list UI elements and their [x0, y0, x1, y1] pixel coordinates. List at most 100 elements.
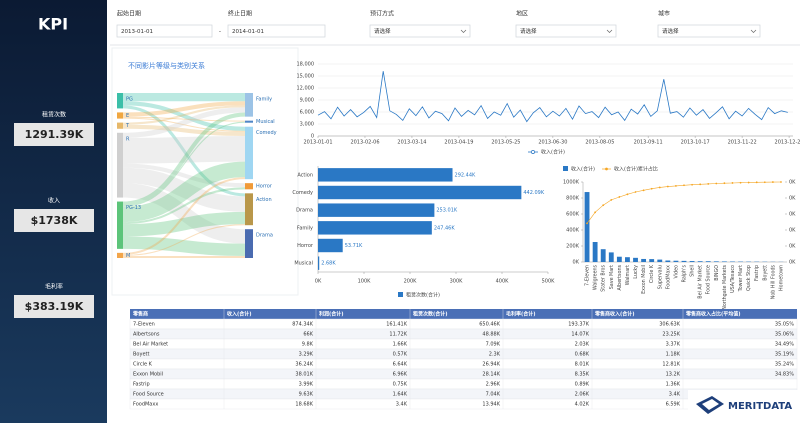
kpi-value: 1291.39K	[25, 128, 84, 141]
y2-tick-label: 0K	[789, 212, 796, 218]
data-label: 253.01K	[436, 208, 457, 214]
column-header: 收入(合计)	[227, 311, 252, 318]
table-row	[129, 378, 798, 390]
x-tick-label: Northgate Markets	[722, 265, 728, 310]
line-point	[715, 182, 718, 185]
sankey-link	[122, 121, 246, 207]
line-point	[658, 186, 661, 189]
line-point	[771, 181, 774, 183]
bar	[689, 261, 695, 262]
sankey-node-label: Drama	[256, 233, 273, 239]
x-tick-label: BINGO	[714, 265, 720, 281]
table-cell: 11.72K	[389, 332, 407, 338]
sankey-link	[122, 107, 246, 138]
x-tick-label: Exxon Mobil	[641, 265, 647, 294]
line-point	[626, 193, 629, 196]
column-header: 零售商	[133, 311, 148, 318]
table-cell: 0.75K	[393, 382, 408, 388]
table-cell: 650.46K	[479, 322, 500, 328]
x-tick-label: 2013-03-14	[397, 140, 426, 146]
bar	[608, 252, 614, 262]
sankey-link	[122, 187, 246, 225]
sankey-node-label: PG	[126, 97, 133, 103]
table-cell: Food Source	[133, 392, 164, 398]
filter-value: 请选择	[374, 27, 391, 35]
y2-tick-label: 0K	[789, 228, 796, 234]
y-tick-label: 0	[311, 134, 314, 140]
line-point	[691, 183, 693, 186]
filter-label: 地区	[516, 10, 528, 18]
y-tick-label: 9,000	[300, 98, 314, 104]
filter-value: 2013-01-01	[121, 29, 153, 35]
table-cell: 7.09K	[486, 342, 501, 348]
sankey-node	[117, 122, 123, 129]
x-tick-label: 2013-05-25	[491, 140, 520, 146]
y-tick-label: 18,000	[297, 62, 315, 68]
sankey-node	[245, 126, 253, 180]
y-tick-label: 15,000	[297, 74, 315, 80]
sankey-link	[122, 163, 246, 188]
x-tick-label: FoodMaxx	[665, 265, 671, 289]
line-point	[594, 211, 597, 214]
data-label: 247.46K	[434, 225, 455, 231]
filter-separator: -	[219, 28, 221, 35]
legend-label: 收入(合计)	[541, 149, 565, 156]
x-tick-label: Supervalu	[657, 265, 663, 289]
y-tick-label: 400K	[566, 228, 580, 234]
table-cell: 35.19%	[775, 352, 794, 358]
sankey-panel	[111, 47, 299, 296]
y-tick-label: 800K	[566, 196, 580, 202]
kpi-label: 毛利率	[45, 283, 63, 291]
line-point	[755, 181, 758, 184]
x-tick-label: Boyett	[762, 265, 768, 281]
table-cell: 23.25K	[662, 332, 680, 338]
kpi-value: $383.19K	[25, 300, 84, 313]
table-cell: 874.34K	[292, 322, 313, 328]
bar	[625, 257, 630, 262]
sankey-link	[122, 124, 246, 136]
bar	[681, 260, 687, 262]
column-header: 租赁次数(合计)	[412, 311, 448, 318]
filter-value: 请选择	[520, 27, 537, 35]
sankey-node	[117, 252, 123, 258]
x-tick-label: Shell	[690, 265, 696, 277]
sankey-link	[122, 183, 246, 244]
table-cell: 4.02K	[575, 402, 590, 408]
table-cell: 12.81K	[662, 362, 680, 368]
table-row	[129, 328, 798, 340]
sankey-node-label: PG-13	[126, 205, 141, 211]
data-label: 442.09K	[523, 190, 544, 196]
line-point	[666, 185, 669, 188]
y-tick-label: 3,000	[300, 122, 314, 128]
table-cell: 35.24%	[775, 362, 794, 368]
bar	[616, 256, 622, 262]
table-cell: 34.83%	[775, 372, 794, 378]
bar	[633, 257, 638, 262]
dropdown-arrow	[750, 29, 757, 33]
line-point	[739, 181, 742, 184]
table-cell: 3.4K	[396, 402, 408, 408]
dropdown-arrow	[606, 29, 613, 33]
y2-tick-label: 0K	[789, 196, 796, 202]
sankey-node-label: Action	[256, 197, 272, 203]
table-cell: 34.49%	[775, 342, 794, 348]
line-point	[723, 182, 726, 185]
x-tick-label: Quick Stop	[746, 265, 752, 291]
x-tick-label: 400K	[496, 279, 510, 285]
line-point	[780, 181, 782, 183]
sankey-node	[117, 93, 123, 109]
x-tick-label: Tower Mart	[738, 265, 744, 292]
y-tick-label: 1000K	[563, 180, 580, 186]
sankey-node-label: Comedy	[256, 130, 277, 136]
y-tick-label: Musical	[294, 261, 313, 267]
table-cell: 36.24K	[295, 362, 313, 368]
sankey-title: 不同影片等级与类别关系	[128, 61, 205, 70]
data-label: 292.44K	[455, 172, 476, 178]
x-tick-label: 2013-06-30	[538, 140, 567, 146]
sankey-link	[122, 236, 246, 256]
bar	[584, 192, 590, 262]
table-cell: 193.37K	[568, 322, 589, 328]
legend-label: 租赁次数(合计)	[406, 292, 440, 299]
x-tick-label: 2013-11-22	[728, 140, 757, 146]
line-point	[683, 184, 685, 187]
